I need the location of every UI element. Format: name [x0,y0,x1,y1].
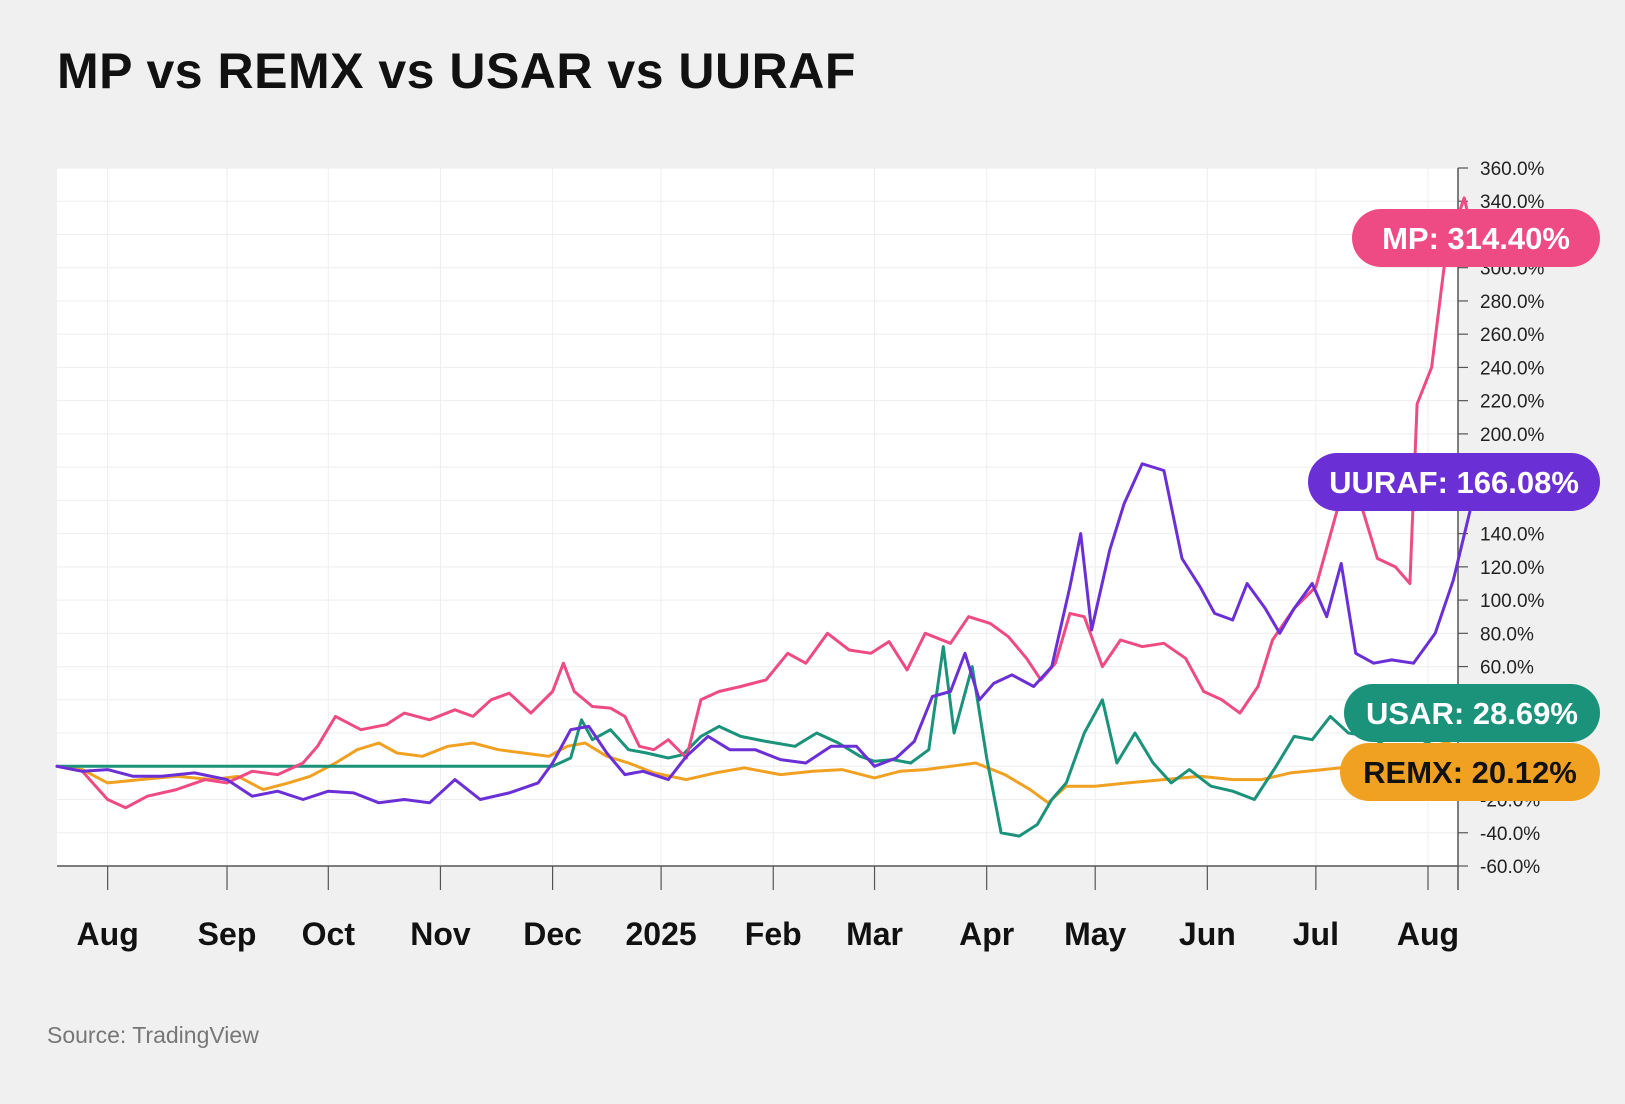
end-label-text: MP: 314.40% [1382,221,1570,256]
x-tick-label: Nov [410,916,471,952]
x-tick-label: Oct [302,916,356,952]
x-tick-label: 2025 [626,916,697,952]
series-end-labels: MP: 314.40% UURAF: 166.08% USAR: 28.69% REM… [1308,209,1600,801]
y-tick-label: 140.0% [1480,525,1545,546]
x-tick-label: Aug [77,916,139,952]
source-note: Source: TradingView [47,1022,259,1048]
series-line-usar [55,645,1477,838]
end-label-pill [1344,684,1600,742]
end-label-usar: USAR: 28.69% [1344,684,1600,742]
y-tick-label: 220.0% [1480,392,1545,413]
x-tick-label: Mar [846,916,903,952]
end-label-pill [1352,209,1600,267]
end-label-pill [1308,453,1600,511]
end-label-text: REMX: 20.12% [1363,755,1577,790]
y-tick-label: 360.0% [1480,159,1545,180]
y-tick-label: 340.0% [1480,192,1545,213]
y-axis-tick-labels: 360.0%340.0%300.0%280.0%260.0%240.0%220.… [1480,159,1545,878]
series-line-remx [55,731,1477,805]
x-tick-label: Dec [523,916,582,952]
x-tick-label: Sep [198,916,257,952]
x-axis-tick-labels: Aug Sep Oct Nov Dec 2025 Feb Mar Apr May Jun Jul Aug [77,916,1460,952]
x-tick-label: May [1064,916,1126,952]
end-label-text: UURAF: 166.08% [1329,465,1579,500]
end-label-uuraf: UURAF: 166.08% [1308,453,1600,511]
x-tick-label: Aug [1397,916,1459,952]
plot-background [57,168,1458,866]
end-label-text: USAR: 28.69% [1366,696,1578,731]
end-label-pill [1340,743,1600,801]
chart-title: MP vs REMX vs USAR vs UURAF [57,43,856,99]
x-tick-label: Jul [1293,916,1339,952]
y-tick-label: 200.0% [1480,425,1545,446]
x-tick-label: Jun [1179,916,1236,952]
series-line-mp [55,196,1477,810]
y-tick-label: -40.0% [1480,824,1540,845]
y-tick-label: 240.0% [1480,358,1545,379]
y-tick-label: 60.0% [1480,658,1534,679]
x-tick-label: Feb [745,916,802,952]
end-label-mp: MP: 314.40% [1352,209,1600,267]
y-tick-label: 260.0% [1480,325,1545,346]
x-tick-label: Apr [959,916,1014,952]
end-label-remx: REMX: 20.12% [1340,743,1600,801]
series-lines [55,196,1477,838]
plot-area [57,168,1458,866]
y-tick-label: 280.0% [1480,292,1545,313]
y-tick-label: 80.0% [1480,624,1534,645]
y-tick-label: 120.0% [1480,558,1545,579]
y-tick-label: 100.0% [1480,591,1545,612]
y-tick-label: -60.0% [1480,857,1540,878]
series-line-uuraf [55,462,1477,805]
